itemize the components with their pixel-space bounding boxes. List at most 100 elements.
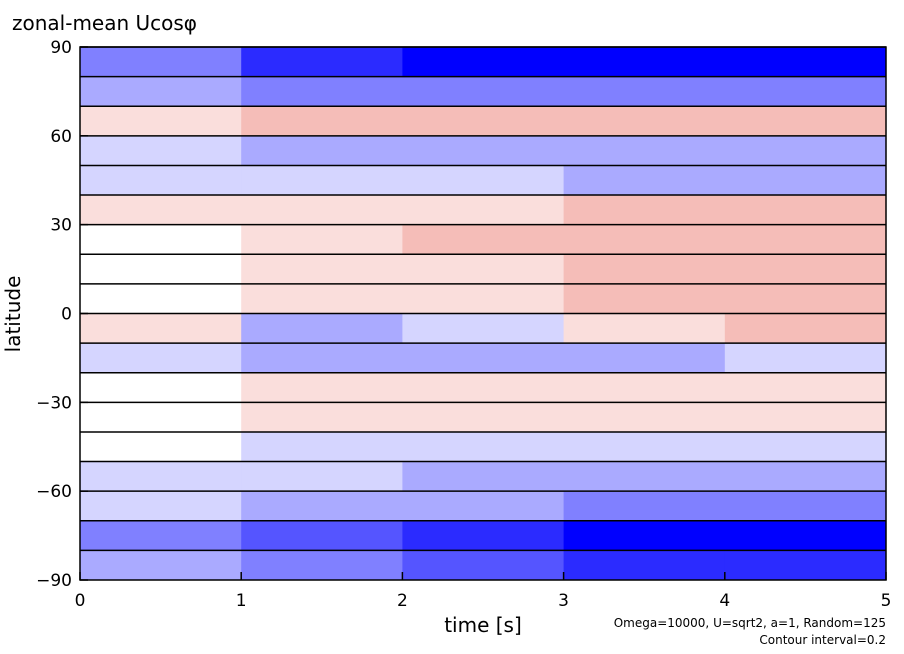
heat-cell [724,165,887,196]
x-tick-label: 4 [719,591,730,611]
heat-cell [402,491,565,522]
heat-cell [724,313,887,344]
heat-cell [563,343,726,374]
heat-cell [724,520,887,551]
heat-cell [402,254,565,285]
heat-cell [80,224,242,255]
y-axis-label: latitude [1,276,25,353]
heat-cell [724,224,887,255]
heat-cell [241,106,403,137]
heat-cell [80,402,242,433]
heat-cell [724,254,887,285]
heat-cell [563,550,726,581]
heat-cell [402,135,565,166]
heat-cell [724,461,887,492]
x-tick-label: 1 [236,591,247,611]
heat-cell [402,461,565,492]
heat-cell [241,224,403,255]
heat-cell [241,165,403,196]
heat-cell [563,76,726,107]
heat-cell [402,343,565,374]
y-tick-label: 30 [50,216,72,236]
heat-cell [563,283,726,314]
heat-cell [80,254,242,285]
y-tick-label: −60 [36,482,72,502]
heat-cell [80,491,242,522]
heat-cell [80,550,242,581]
y-tick-label: 60 [50,127,72,147]
heat-cell [80,343,242,374]
heat-cell [724,491,887,522]
heat-cell [724,106,887,137]
y-tick-label: 90 [50,38,72,58]
heat-cell [563,135,726,166]
y-tick-label: −90 [36,571,72,591]
heat-cell [80,165,242,196]
heat-cell [402,165,565,196]
heat-cell [241,520,403,551]
chart-title: zonal-mean Ucosφ [12,11,197,35]
x-tick-label: 5 [881,591,892,611]
x-axis-label: time [s] [444,613,522,637]
heat-cell [724,283,887,314]
heat-cell [80,313,242,344]
heat-cell [563,106,726,137]
heat-cell [241,431,403,463]
heat-cell [402,550,565,581]
heat-cell [724,372,887,403]
heat-cell [563,254,726,285]
heat-cell [402,520,565,551]
heat-cell [402,195,565,226]
heat-cell [241,47,403,78]
x-tick-label: 3 [558,591,569,611]
heat-cell [402,372,565,403]
heat-cell [724,76,887,107]
heat-cell [80,520,242,551]
annotation: Contour interval=0.2 [759,633,886,647]
heat-cell [402,224,565,255]
x-tick-label: 2 [397,591,408,611]
heat-cell [724,402,887,433]
heat-cell [563,491,726,522]
heat-cell [402,106,565,137]
heat-cell [80,106,242,137]
heat-cell [241,402,403,433]
heat-cell [563,47,726,78]
heat-cell [241,135,403,166]
heat-cell [241,550,403,581]
heat-cell [724,343,887,374]
heat-cell [563,520,726,551]
heat-cell [563,224,726,255]
heat-cell [80,283,242,314]
heat-cell [241,461,403,492]
heat-cell [241,76,403,107]
y-tick-label: 0 [61,305,72,325]
heat-cell [563,165,726,196]
heat-cell [80,135,242,166]
heat-cell [563,372,726,403]
heat-cell [724,47,887,78]
heat-cell [724,195,887,226]
heat-cell [402,283,565,314]
heat-cell [563,431,726,463]
heat-cell [563,461,726,492]
heat-cell [241,283,403,314]
heat-cell [241,343,403,374]
heat-cell [241,313,403,344]
heat-cell [724,431,887,463]
annotation: Omega=10000, U=sqrt2, a=1, Random=125 [614,616,886,630]
heat-cell [80,76,242,107]
heat-cell [241,372,403,403]
heat-cell [402,431,565,463]
heat-cell [241,195,403,226]
heat-cell [80,195,242,226]
x-tick-label: 0 [75,591,86,611]
heat-cell [402,313,565,344]
heat-cell [80,461,242,492]
heat-cell [241,254,403,285]
heat-cell [402,47,565,78]
heat-cell [402,402,565,433]
heat-cell [80,372,242,403]
heat-cell [241,491,403,522]
